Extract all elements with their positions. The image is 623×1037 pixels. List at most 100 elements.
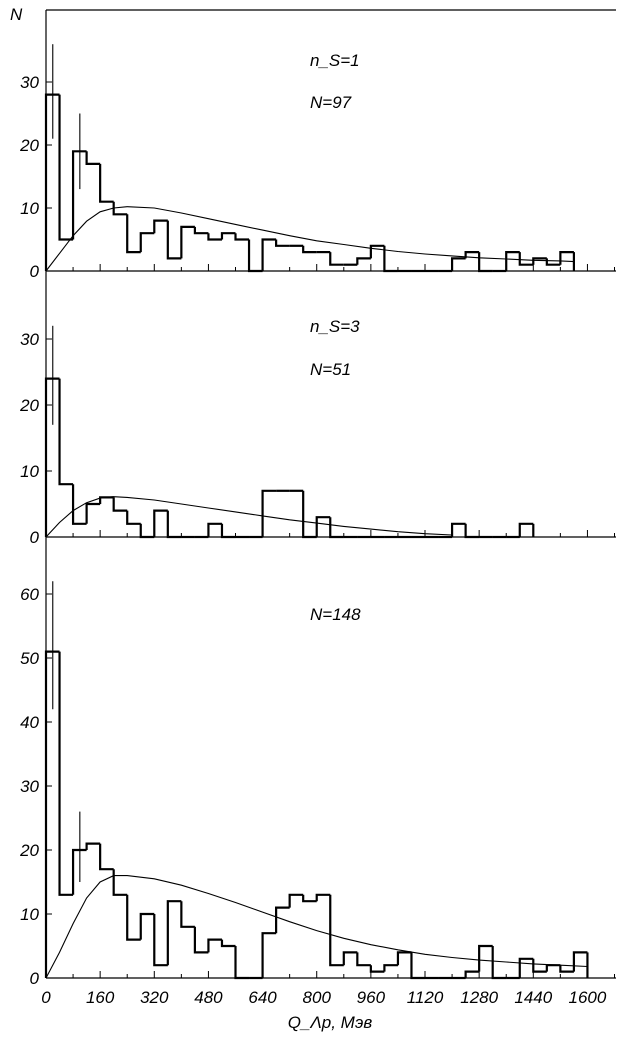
panel-top-hist-bin: [207, 233, 222, 241]
panel-middle-hist-bin: [112, 497, 128, 512]
panel-top-y-tick-label: 0: [30, 262, 40, 281]
panel-bottom-x-tick-label: 320: [140, 988, 169, 1007]
panel-bottom-hist-bin: [383, 964, 398, 972]
panel-middle-annotation: n_S=3: [310, 317, 360, 336]
panel-bottom-x-tick-label: 1440: [514, 988, 552, 1007]
panel-bottom-x-tick-label: 1600: [569, 988, 607, 1007]
panel-bottom-x-tick-label: 640: [248, 988, 277, 1007]
panel-middle-hist-bin: [450, 522, 466, 537]
panel-bottom-x-tick-label: 960: [357, 988, 386, 1007]
panel-bottom-hist-bin: [532, 958, 547, 973]
panel-top-annotation: N=97: [310, 93, 352, 112]
panel-top-fit-curve-line: [45, 206, 574, 272]
panel-top-y-tick-label: 20: [19, 136, 39, 155]
panel-bottom-y-tick-label: 30: [20, 777, 39, 796]
panel-middle-fit-curve-line: [45, 496, 453, 538]
panel-top-annotation: n_S=1: [310, 51, 360, 70]
panel-bottom-x-tick-label: 480: [194, 988, 223, 1007]
panel-bottom-x-tick-label: 1120: [407, 988, 444, 1007]
panel-bottom-annotation: N=148: [310, 605, 361, 624]
panel-bottom-hist-bin: [220, 939, 236, 948]
panel-bottom-x-axis-label: Q_Λp, Мэв: [288, 1013, 373, 1032]
panel-top-fit-curve: [45, 206, 574, 272]
panel-bottom-hist-bin: [275, 906, 290, 934]
panel-bottom-hist-bin: [396, 951, 412, 966]
panel-top-hist-bin: [559, 251, 574, 265]
panel-bottom-hist-bin: [356, 952, 371, 967]
panel-bottom-hist-bin: [85, 842, 101, 850]
panel-middle-hist-bin: [329, 517, 344, 539]
panel-middle-fit-curve: [45, 496, 453, 538]
panel-middle-y-tick-label: 20: [19, 396, 39, 415]
panel-bottom-hist-bin: [44, 650, 60, 978]
panel-top-hist-bin: [247, 239, 263, 273]
panel-middle-frame: [45, 271, 616, 538]
panel-middle-hist-bin: [166, 510, 182, 539]
panel-top-hist-bin: [261, 238, 277, 271]
panel-top-y-tick-label: 10: [20, 199, 39, 218]
panel-middle-hist-bin: [126, 510, 141, 525]
panel-bottom-hist-bin: [58, 651, 74, 896]
panel-top-hist-bin: [505, 251, 520, 271]
panel-top-hist-bin: [450, 257, 466, 271]
panel-bottom-hist-bin: [99, 843, 114, 871]
panel-middle: 0 10 20 30 n_S=3 N=51: [19, 271, 616, 547]
panel-middle-hist-bin: [302, 490, 317, 539]
panel-top-hist-bin: [58, 94, 74, 241]
panel-bottom-hist-bin: [329, 894, 344, 967]
panel-bottom-hist-bin: [518, 957, 534, 978]
panel-bottom-error-bars: [52, 581, 81, 882]
panel-top-hist-bin: [329, 252, 344, 266]
panel-middle-y-tick-label: 0: [30, 528, 40, 547]
panel-bottom-hist-bin: [410, 952, 426, 980]
panel-bottom-ticks: [46, 593, 616, 978]
panel-middle-annotation: N=51: [310, 360, 351, 379]
panel-bottom-hist-bin: [369, 965, 385, 973]
panel-bottom-fit-curve-line: [45, 875, 588, 979]
panel-top-hist-bin: [234, 233, 250, 241]
panel-bottom-hist-bin: [302, 894, 317, 903]
panel-bottom-hist-bin: [180, 901, 195, 928]
panel-middle-hist-bin: [139, 523, 155, 539]
panel-middle-y-tick-label: 10: [20, 462, 39, 481]
panel-bottom-hist-bin: [491, 946, 507, 980]
panel-bottom-y-tick-label: 40: [20, 713, 39, 732]
panel-bottom-y-tick-label: 60: [20, 585, 39, 604]
panel-bottom-hist-bin: [288, 893, 304, 908]
panel-bottom-hist-bin: [464, 970, 480, 978]
panel-top-hist-bin: [85, 151, 101, 165]
panel-top-hist-bin: [180, 225, 195, 259]
panel-middle-histogram: [44, 377, 535, 539]
panel-bottom-hist-bin: [112, 869, 128, 896]
panel-top-hist-bin: [369, 244, 385, 259]
panel-middle-hist-bin: [207, 522, 222, 537]
panel-top-hist-bin: [139, 232, 155, 253]
panel-top-y-tick-label: 30: [20, 73, 39, 92]
panel-bottom-hist-bin: [139, 912, 155, 940]
panel-top-error-bars: [52, 44, 81, 190]
panel-top-hist-bin: [220, 232, 236, 240]
panel-bottom-hist-bin: [559, 965, 574, 973]
panel-top-hist-bin: [112, 201, 128, 216]
panel-bottom-hist-bin: [71, 848, 87, 895]
panel-middle-hist-bin: [464, 523, 480, 539]
panel-bottom-hist-bin: [193, 926, 209, 954]
panel-middle-hist-bin: [153, 509, 168, 537]
panel-top-hist-bin: [153, 219, 168, 234]
panel-top-hist-bin: [275, 239, 290, 247]
panel-top-hist-bin: [166, 220, 182, 260]
panel-top-labels: 0 10 20 30 n_S=1 N=97 N: [10, 5, 360, 281]
panel-middle-hist-bin: [518, 522, 534, 537]
panel-bottom-hist-bin: [478, 944, 493, 972]
panel-top-hist-bin: [545, 258, 561, 266]
panel-bottom-y-tick-label: 20: [19, 841, 39, 860]
panel-top-hist-bin: [383, 245, 398, 273]
panel-top-histogram: [44, 93, 576, 273]
panel-bottom-x-tick-label: 1280: [460, 988, 498, 1007]
panel-bottom-hist-bin: [166, 900, 182, 966]
panel-bottom-histogram: [44, 650, 589, 980]
panel-bottom-y-tick-label: 50: [20, 649, 39, 668]
panel-top-hist-bin: [478, 252, 493, 273]
panel-top-hist-bin: [44, 93, 60, 271]
panel-top-hist-bin: [71, 150, 87, 240]
